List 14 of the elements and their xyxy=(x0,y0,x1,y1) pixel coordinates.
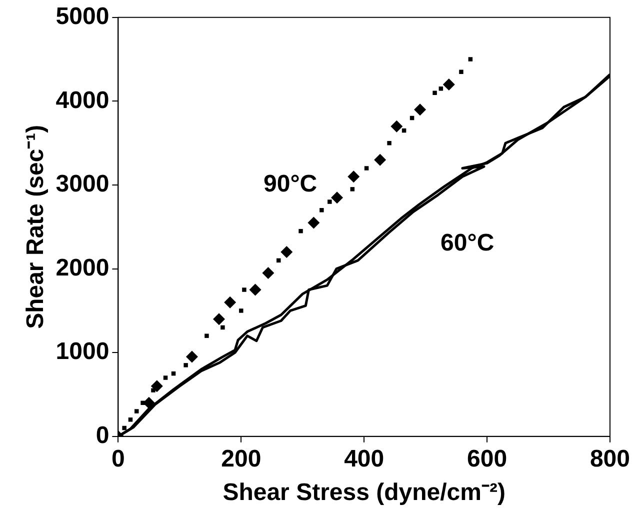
y-tick-label: 5000 xyxy=(56,3,110,30)
x-tick-label: 200 xyxy=(221,445,262,472)
y-tick-label: 2000 xyxy=(56,254,110,282)
annotation: 90°C xyxy=(264,170,318,198)
y-tick-label: 0 xyxy=(96,422,110,450)
y-axis-title: Shear Rate (sec⁻¹) xyxy=(22,124,50,329)
annotation: 60°C xyxy=(440,229,494,256)
x-tick-label: 800 xyxy=(590,445,630,472)
y-tick-label: 1000 xyxy=(56,338,110,366)
x-tick-label: 400 xyxy=(344,445,384,472)
y-tick-label: 3000 xyxy=(56,170,110,198)
x-axis-title: Shear Stress (dyne/cm⁻²) xyxy=(222,479,506,506)
x-tick-label: 600 xyxy=(467,445,508,472)
y-tick-label: 4000 xyxy=(56,86,110,114)
